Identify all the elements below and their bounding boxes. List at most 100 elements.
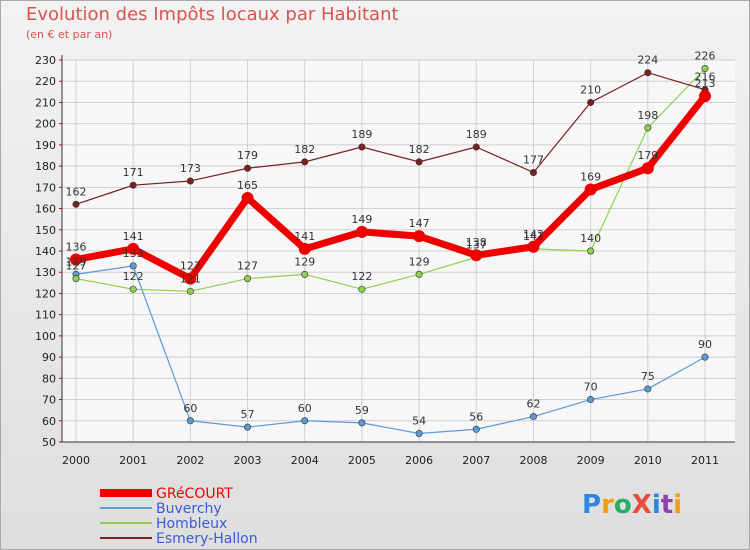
data-label-gr-court: 141 bbox=[123, 230, 144, 243]
data-label-hombleux: 226 bbox=[695, 49, 716, 62]
legend-label-buverchy: Buverchy bbox=[156, 501, 222, 517]
data-label-gr-court: 169 bbox=[580, 170, 601, 183]
data-label-buverchy: 56 bbox=[469, 410, 483, 423]
x-tick-label: 2011 bbox=[691, 454, 719, 467]
y-tick-label: 90 bbox=[42, 351, 56, 364]
data-point-gr-court bbox=[470, 249, 483, 262]
data-label-hombleux: 122 bbox=[351, 270, 372, 283]
data-label-esmery-hallon: 189 bbox=[351, 128, 372, 141]
data-point-buverchy bbox=[644, 385, 652, 393]
data-point-esmery-hallon bbox=[129, 181, 137, 189]
data-label-buverchy: 70 bbox=[584, 381, 598, 394]
axes: 50 60 70 80 90 100 110 120 130 140 150 160 170 180 190… bbox=[35, 54, 735, 467]
data-point-gr-court bbox=[127, 242, 140, 255]
data-point-hombleux bbox=[358, 285, 366, 293]
data-point-gr-court bbox=[70, 253, 82, 266]
data-point-buverchy bbox=[129, 262, 137, 270]
data-label-gr-court: 179 bbox=[637, 149, 658, 162]
data-point-buverchy bbox=[244, 423, 252, 431]
data-label-gr-court: 138 bbox=[466, 236, 487, 249]
data-label-esmery-hallon: 179 bbox=[237, 149, 258, 162]
x-tick-label: 2002 bbox=[176, 454, 204, 467]
data-label-gr-court: 147 bbox=[409, 217, 430, 230]
data-label-buverchy: 90 bbox=[698, 338, 712, 351]
data-label-esmery-hallon: 216 bbox=[695, 71, 716, 84]
data-label-esmery-hallon: 182 bbox=[409, 143, 430, 156]
data-point-hombleux bbox=[186, 287, 194, 295]
y-tick-label: 200 bbox=[35, 118, 56, 131]
data-label-esmery-hallon: 173 bbox=[180, 162, 201, 175]
legend-label-esmery-hallon: Esmery-Hallon bbox=[156, 531, 258, 547]
data-point-buverchy bbox=[587, 396, 595, 404]
data-label-esmery-hallon: 189 bbox=[466, 128, 487, 141]
data-point-esmery-hallon bbox=[644, 69, 652, 77]
data-point-buverchy bbox=[415, 430, 423, 438]
data-point-esmery-hallon bbox=[472, 143, 480, 151]
data-point-hombleux bbox=[587, 247, 595, 255]
y-tick-label: 230 bbox=[35, 54, 56, 67]
data-point-esmery-hallon bbox=[587, 98, 595, 106]
data-point-buverchy bbox=[186, 417, 194, 425]
data-label-esmery-hallon: 182 bbox=[294, 143, 315, 156]
data-label-esmery-hallon: 171 bbox=[123, 166, 144, 179]
data-point-esmery-hallon bbox=[186, 177, 194, 185]
data-point-esmery-hallon bbox=[244, 164, 252, 172]
data-point-hombleux bbox=[644, 124, 652, 132]
y-tick-label: 210 bbox=[35, 96, 56, 109]
data-point-gr-court bbox=[699, 90, 711, 103]
series-line-buverchy bbox=[75, 265, 706, 435]
data-label-hombleux: 141 bbox=[523, 230, 544, 243]
data-label-hombleux: 129 bbox=[294, 255, 315, 268]
x-tick-label: 2003 bbox=[234, 454, 262, 467]
data-point-esmery-hallon bbox=[358, 143, 366, 151]
data-label-gr-court: 136 bbox=[66, 240, 87, 253]
data-label-esmery-hallon: 224 bbox=[637, 54, 658, 67]
y-tick-label: 180 bbox=[35, 160, 56, 173]
data-label-buverchy: 129 bbox=[66, 255, 87, 268]
data-label-hombleux: 127 bbox=[237, 260, 258, 273]
series-line-gr-court bbox=[72, 92, 709, 283]
chart-subtitle: (en € et par an) bbox=[26, 28, 113, 41]
grid bbox=[62, 59, 735, 443]
data-label-buverchy: 133 bbox=[123, 247, 144, 260]
x-tick-label: 2000 bbox=[62, 454, 90, 467]
data-point-esmery-hallon bbox=[301, 158, 309, 166]
y-tick-label: 160 bbox=[35, 203, 56, 216]
data-point-buverchy bbox=[301, 417, 309, 425]
x-tick-label: 2001 bbox=[119, 454, 147, 467]
data-label-hombleux: 129 bbox=[409, 255, 430, 268]
data-label-buverchy: 60 bbox=[298, 402, 312, 415]
y-tick-label: 170 bbox=[35, 181, 56, 194]
x-tick-label: 2008 bbox=[519, 454, 547, 467]
series-lines bbox=[70, 64, 711, 438]
data-label-hombleux: 121 bbox=[180, 272, 201, 285]
data-label-gr-court: 165 bbox=[237, 179, 258, 192]
data-label-buverchy: 54 bbox=[412, 415, 426, 428]
y-tick-label: 150 bbox=[35, 224, 56, 237]
y-tick-label: 100 bbox=[35, 330, 56, 343]
data-label-buverchy: 75 bbox=[641, 370, 655, 383]
data-point-hombleux bbox=[72, 275, 80, 283]
data-point-esmery-hallon bbox=[529, 168, 537, 176]
y-tick-label: 50 bbox=[42, 436, 56, 449]
data-label-gr-court: 149 bbox=[351, 213, 372, 226]
data-label-buverchy: 62 bbox=[526, 398, 540, 411]
y-tick-label: 60 bbox=[42, 415, 56, 428]
data-point-gr-court bbox=[184, 272, 197, 285]
data-point-esmery-hallon bbox=[72, 200, 80, 208]
data-label-hombleux: 122 bbox=[123, 270, 144, 283]
y-tick-label: 140 bbox=[35, 245, 56, 258]
series-line-hombleux bbox=[75, 67, 706, 292]
y-tick-label: 110 bbox=[35, 309, 56, 322]
y-tick-label: 120 bbox=[35, 287, 56, 300]
data-label-hombleux: 137 bbox=[466, 238, 487, 251]
data-point-gr-court bbox=[584, 183, 597, 196]
data-label-esmery-hallon: 210 bbox=[580, 83, 601, 96]
legend-label-hombleux: Hombleux bbox=[156, 516, 227, 532]
data-point-gr-court bbox=[527, 240, 540, 253]
data-point-buverchy bbox=[529, 413, 537, 421]
data-point-hombleux bbox=[701, 64, 709, 72]
x-tick-label: 2004 bbox=[291, 454, 319, 467]
